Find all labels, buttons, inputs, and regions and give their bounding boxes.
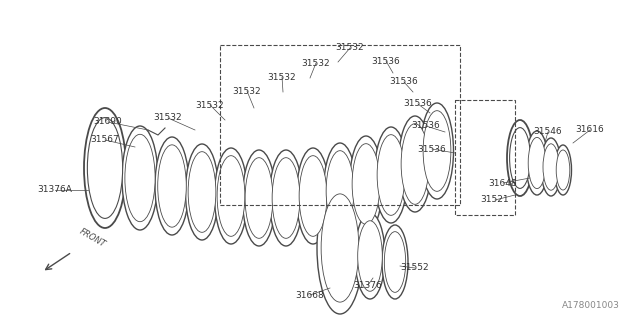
Ellipse shape <box>84 108 126 228</box>
Text: 31536: 31536 <box>372 57 401 66</box>
Text: 31668: 31668 <box>296 291 324 300</box>
Ellipse shape <box>355 213 385 299</box>
Ellipse shape <box>157 145 186 227</box>
Ellipse shape <box>377 135 405 215</box>
Ellipse shape <box>507 120 533 196</box>
Text: 31552: 31552 <box>401 263 429 273</box>
Text: 31536: 31536 <box>404 100 433 108</box>
Text: 31616: 31616 <box>575 125 604 134</box>
Bar <box>220 45 460 205</box>
Text: 31532: 31532 <box>336 44 364 52</box>
Ellipse shape <box>243 150 275 246</box>
Ellipse shape <box>299 156 327 236</box>
Text: FRONT: FRONT <box>78 227 108 249</box>
Ellipse shape <box>349 136 383 232</box>
Ellipse shape <box>155 137 189 235</box>
Ellipse shape <box>554 145 572 195</box>
Ellipse shape <box>541 138 561 196</box>
Text: 31690: 31690 <box>93 117 122 126</box>
Ellipse shape <box>323 143 356 239</box>
Bar <box>455 100 515 215</box>
Ellipse shape <box>269 150 303 246</box>
Text: 31532: 31532 <box>233 86 261 95</box>
Ellipse shape <box>122 126 158 230</box>
Ellipse shape <box>401 124 429 204</box>
Ellipse shape <box>509 128 531 188</box>
Ellipse shape <box>245 158 273 238</box>
Ellipse shape <box>358 221 382 291</box>
Ellipse shape <box>399 116 431 212</box>
Text: 31536: 31536 <box>418 145 446 154</box>
Ellipse shape <box>326 151 354 231</box>
Text: 31567: 31567 <box>91 135 120 145</box>
Ellipse shape <box>87 117 123 218</box>
Text: 31376: 31376 <box>354 281 382 290</box>
Ellipse shape <box>317 182 363 314</box>
Ellipse shape <box>374 127 408 223</box>
Text: 31546: 31546 <box>534 127 563 137</box>
Text: A178001003: A178001003 <box>562 301 620 310</box>
Ellipse shape <box>296 148 330 244</box>
Ellipse shape <box>385 232 406 292</box>
Ellipse shape <box>214 148 248 244</box>
Ellipse shape <box>125 134 155 222</box>
Text: 31648: 31648 <box>489 179 517 188</box>
Text: 31532: 31532 <box>196 100 224 109</box>
Text: 31536: 31536 <box>390 77 419 86</box>
Text: 31532: 31532 <box>268 73 296 82</box>
Ellipse shape <box>543 144 559 190</box>
Ellipse shape <box>217 156 245 236</box>
Ellipse shape <box>556 150 570 190</box>
Ellipse shape <box>188 152 216 232</box>
Ellipse shape <box>352 144 380 224</box>
Ellipse shape <box>272 158 300 238</box>
Ellipse shape <box>528 137 546 188</box>
Text: 31536: 31536 <box>412 122 440 131</box>
Ellipse shape <box>186 144 218 240</box>
Text: 31376A: 31376A <box>38 186 72 195</box>
Ellipse shape <box>382 225 408 299</box>
Ellipse shape <box>321 194 359 302</box>
Ellipse shape <box>423 111 451 191</box>
Ellipse shape <box>420 103 454 199</box>
Text: 31532: 31532 <box>154 114 182 123</box>
Ellipse shape <box>526 131 548 195</box>
Text: 31521: 31521 <box>481 196 509 204</box>
Text: 31532: 31532 <box>301 59 330 68</box>
